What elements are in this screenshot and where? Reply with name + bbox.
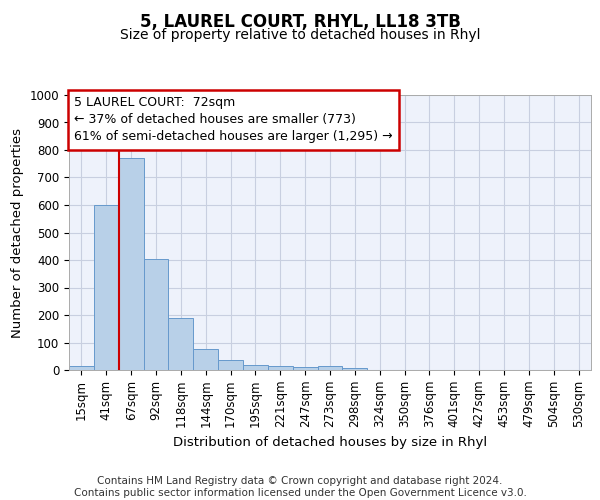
Text: 5, LAUREL COURT, RHYL, LL18 3TB: 5, LAUREL COURT, RHYL, LL18 3TB <box>140 12 460 30</box>
Bar <box>268 366 293 370</box>
Bar <box>169 318 193 370</box>
Text: 5 LAUREL COURT:  72sqm
← 37% of detached houses are smaller (773)
61% of semi-de: 5 LAUREL COURT: 72sqm ← 37% of detached … <box>74 96 393 144</box>
Bar <box>343 368 367 370</box>
Bar <box>243 366 268 370</box>
Bar <box>193 348 218 370</box>
Bar <box>69 366 94 370</box>
Y-axis label: Number of detached properties: Number of detached properties <box>11 128 24 338</box>
Bar <box>317 366 343 370</box>
Bar <box>94 205 119 370</box>
Bar <box>119 158 143 370</box>
Bar <box>143 258 169 370</box>
Text: Contains HM Land Registry data © Crown copyright and database right 2024.
Contai: Contains HM Land Registry data © Crown c… <box>74 476 526 498</box>
Text: Size of property relative to detached houses in Rhyl: Size of property relative to detached ho… <box>120 28 480 42</box>
Bar <box>293 367 317 370</box>
X-axis label: Distribution of detached houses by size in Rhyl: Distribution of detached houses by size … <box>173 436 487 448</box>
Bar <box>218 360 243 370</box>
